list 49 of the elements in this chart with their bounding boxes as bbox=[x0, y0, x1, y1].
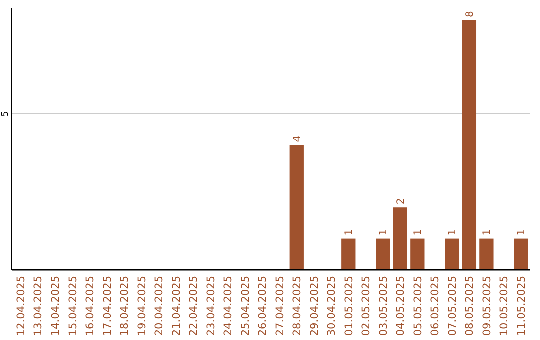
bar bbox=[410, 238, 425, 270]
ref-line-label: 5 bbox=[1, 111, 11, 117]
x-tick-label: 09.05.2025 bbox=[481, 276, 494, 336]
x-tick-label: 02.05.2025 bbox=[360, 276, 373, 336]
data-label: 1 bbox=[344, 229, 356, 236]
bar bbox=[462, 20, 477, 270]
x-tick-label: 13.04.2025 bbox=[32, 276, 45, 336]
data-label: 4 bbox=[292, 136, 304, 142]
data-label: 1 bbox=[448, 229, 459, 236]
data-label: 8 bbox=[464, 11, 476, 18]
data-label: 1 bbox=[516, 229, 528, 236]
data-label: 1 bbox=[413, 229, 424, 236]
x-tick-label: 10.05.2025 bbox=[498, 276, 511, 336]
bar bbox=[514, 238, 528, 270]
x-tick-label: 12.04.2025 bbox=[15, 276, 28, 336]
x-tick-label: 20.04.2025 bbox=[154, 276, 166, 336]
bar bbox=[480, 238, 494, 270]
x-tick-label: 19.04.2025 bbox=[136, 276, 148, 336]
data-label: 1 bbox=[378, 229, 390, 236]
x-tick-label: 11.05.2025 bbox=[516, 276, 528, 336]
x-tick-label: 30.04.2025 bbox=[326, 276, 338, 336]
x-tick-label: 18.04.2025 bbox=[119, 276, 132, 336]
x-tick-label: 01.05.2025 bbox=[343, 276, 356, 336]
x-tick-label: 17.04.2025 bbox=[102, 276, 114, 336]
x-tick-label: 06.05.2025 bbox=[430, 276, 442, 336]
bar bbox=[290, 145, 304, 270]
x-tick-label: 21.04.2025 bbox=[170, 276, 183, 336]
data-label: 1 bbox=[482, 229, 494, 236]
x-tick-label: 27.04.2025 bbox=[274, 276, 286, 336]
bar bbox=[342, 238, 356, 270]
x-tick-label: 28.04.2025 bbox=[292, 276, 304, 336]
x-tick-label: 07.05.2025 bbox=[446, 276, 459, 336]
x-tick-label: 08.05.2025 bbox=[464, 276, 476, 336]
x-tick-label: 05.05.2025 bbox=[412, 276, 424, 336]
x-tick-label: 03.05.2025 bbox=[378, 276, 390, 336]
x-tick-label: 15.04.2025 bbox=[67, 276, 80, 336]
x-tick-label: 29.04.2025 bbox=[308, 276, 321, 336]
bar bbox=[376, 238, 390, 270]
x-tick-label: 22.04.2025 bbox=[188, 276, 200, 336]
bar bbox=[445, 238, 460, 270]
x-tick-label: 16.04.2025 bbox=[84, 276, 96, 336]
x-tick-label: 23.04.2025 bbox=[205, 276, 218, 336]
data-label: 2 bbox=[396, 198, 407, 205]
x-tick-label: 24.04.2025 bbox=[222, 276, 235, 336]
bar bbox=[393, 208, 408, 270]
x-tick-label: 14.04.2025 bbox=[50, 276, 62, 336]
x-tick-label: 25.04.2025 bbox=[240, 276, 252, 336]
x-tick-label: 26.04.2025 bbox=[257, 276, 270, 336]
x-tick-label: 04.05.2025 bbox=[395, 276, 408, 336]
